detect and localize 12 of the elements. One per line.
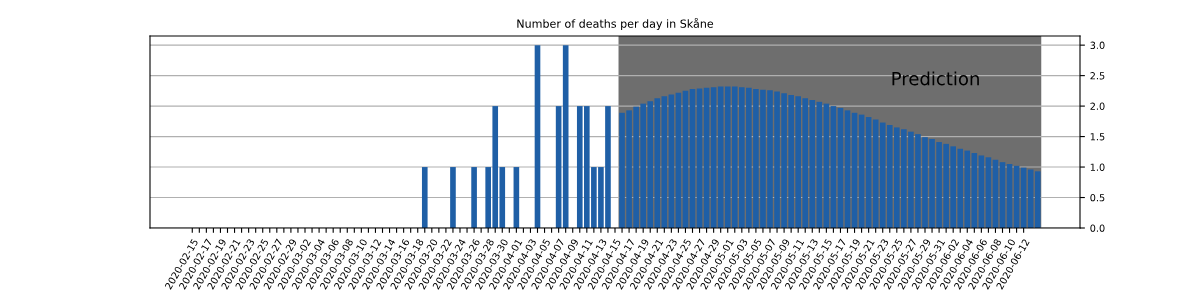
bar	[562, 45, 569, 228]
bar	[421, 167, 428, 228]
chart-title: Number of deaths per day in Skåne	[517, 17, 714, 30]
y-tick-label: 2.0	[1090, 102, 1105, 110]
bar	[450, 167, 456, 228]
y-tick-label: 2.5	[1090, 72, 1105, 80]
y-tick-label: 1.0	[1090, 163, 1105, 171]
bar	[471, 167, 477, 228]
y-tick-label: 0.0	[1090, 224, 1105, 232]
y-tick-label: 1.5	[1090, 133, 1105, 141]
y-tick-label: 0.5	[1090, 194, 1105, 202]
y-tick-label: 3.0	[1090, 41, 1105, 49]
